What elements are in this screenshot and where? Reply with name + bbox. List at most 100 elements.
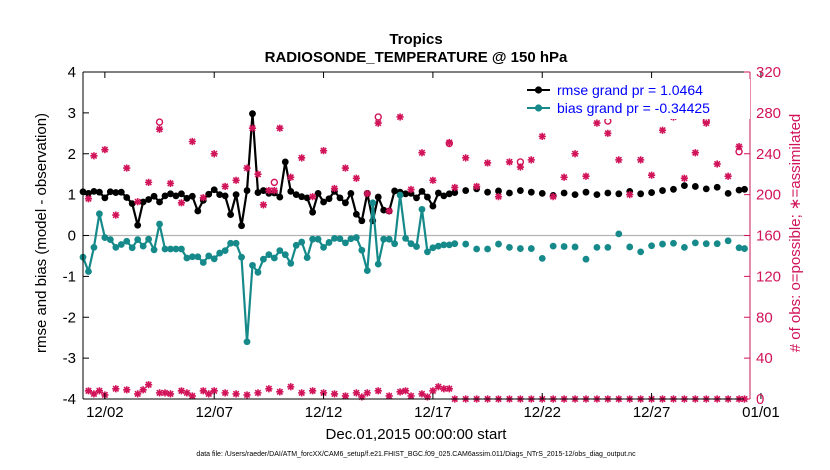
rmse-point-93 bbox=[724, 189, 732, 197]
bias-point-20 bbox=[188, 253, 196, 261]
obs_count_low-point-1 bbox=[90, 390, 98, 398]
obs_possible-point-0 bbox=[155, 118, 164, 126]
rmse-point-26 bbox=[221, 192, 229, 200]
obs_assimilated-point-41 bbox=[494, 193, 503, 201]
plot-area: 12/02 12/07 12/12 12/17 12/22 12/27 01/01 -4 -3 -… bbox=[63, 64, 781, 421]
bias-point-28 bbox=[232, 239, 240, 247]
rmse-point-57 bbox=[391, 187, 399, 195]
obs_assimilated-point-19 bbox=[265, 186, 273, 195]
obs_assimilated-point-49 bbox=[582, 172, 590, 180]
obs_assimilated-point-25 bbox=[319, 147, 328, 155]
rmse-point-38 bbox=[287, 187, 295, 195]
bias-point-26 bbox=[221, 247, 229, 255]
obs_count_low-point-20 bbox=[243, 391, 251, 399]
bias-point-86 bbox=[648, 242, 655, 250]
bias-point-2 bbox=[90, 243, 98, 251]
rmse-point-11 bbox=[139, 198, 147, 206]
obs_possible-point-1 bbox=[270, 178, 279, 187]
obs_assimilated-point-24 bbox=[309, 193, 317, 201]
obs_assimilated-point-35 bbox=[429, 176, 437, 184]
x-tick-label-4: 12/22 bbox=[523, 404, 561, 421]
rmse-point-23 bbox=[205, 190, 213, 198]
right-y-tick-label-0: 0 bbox=[756, 391, 764, 408]
obs_count_low-point-2 bbox=[95, 387, 104, 395]
bias-point-21 bbox=[194, 253, 202, 261]
obs_count_low-point-8 bbox=[145, 381, 153, 389]
obs_count_low-point-27 bbox=[319, 389, 328, 397]
bias-point-13 bbox=[150, 246, 158, 254]
obs_assimilated-point-12 bbox=[210, 150, 218, 158]
rmse-point-48 bbox=[342, 199, 349, 207]
rmse-point-55 bbox=[380, 206, 388, 214]
obs_count_low-point-39 bbox=[423, 393, 432, 401]
obs_assimilated-point-8 bbox=[166, 179, 175, 187]
rmse-point-21 bbox=[194, 207, 202, 215]
bias-point-30 bbox=[243, 338, 251, 346]
bias-point-29 bbox=[238, 253, 245, 261]
obs_assimilated-point-51 bbox=[604, 129, 612, 137]
bias-point-70 bbox=[473, 245, 481, 253]
obs_count_low-point-7 bbox=[139, 386, 147, 394]
obs_count_low-point-9 bbox=[155, 389, 164, 397]
bias-point-74 bbox=[516, 245, 524, 252]
legend-rmse-label: rmse grand pr = 1.0464 bbox=[557, 82, 703, 98]
bias-point-43 bbox=[314, 235, 322, 243]
bias-point-84 bbox=[626, 243, 634, 251]
obs_count_low-point-15 bbox=[199, 387, 207, 395]
rmse-point-73 bbox=[506, 189, 513, 197]
obs_assimilated-point-17 bbox=[254, 170, 262, 178]
left-y-tick-label-3: -1 bbox=[63, 268, 76, 285]
obs_assimilated-point-44 bbox=[527, 156, 535, 164]
x-tick-label-5: 12/27 bbox=[633, 404, 671, 421]
rmse-point-95 bbox=[741, 185, 748, 193]
rmse-point-19 bbox=[183, 194, 191, 202]
obs_assimilated-point-23 bbox=[298, 154, 306, 162]
bias-point-27 bbox=[227, 239, 235, 247]
bias-point-87 bbox=[659, 240, 666, 248]
bias-point-63 bbox=[424, 248, 431, 256]
obs_count_low-point-19 bbox=[232, 390, 240, 398]
bias-point-48 bbox=[342, 239, 349, 247]
rmse-line bbox=[82, 112, 450, 227]
left-y-tick-label-2: -2 bbox=[63, 309, 76, 326]
bias-point-3 bbox=[96, 210, 103, 218]
obs_assimilated-point-36 bbox=[445, 138, 453, 147]
bias-point-19 bbox=[183, 254, 191, 262]
rmse-point-69 bbox=[462, 187, 470, 194]
bias-point-55 bbox=[380, 235, 388, 243]
obs_count_low-point-18 bbox=[221, 389, 229, 397]
rmse-point-50 bbox=[352, 210, 360, 218]
bias-point-90 bbox=[691, 239, 699, 247]
bias-point-24 bbox=[210, 255, 218, 263]
rmse-point-25 bbox=[216, 191, 224, 199]
right-y-tick-label-6: 240 bbox=[756, 146, 781, 163]
obs_count_low-point-25 bbox=[298, 389, 306, 397]
bias-point-14 bbox=[156, 220, 163, 228]
rmse-point-40 bbox=[298, 193, 306, 201]
rmse-point-24 bbox=[210, 186, 218, 194]
rmse-point-83 bbox=[615, 190, 623, 198]
right-y-axis-label: # of obs: o=possible; ∗=assimilated bbox=[787, 114, 804, 353]
obs_assimilated-point-18 bbox=[259, 201, 268, 209]
bias-point-91 bbox=[702, 240, 710, 248]
obs_assimilated-point-0 bbox=[84, 195, 93, 203]
obs_assimilated-point-37 bbox=[451, 183, 459, 192]
left-y-tick-label-1: -3 bbox=[63, 350, 76, 367]
obs_assimilated-point-54 bbox=[637, 156, 645, 164]
bias-point-25 bbox=[216, 249, 224, 257]
bias-point-18 bbox=[178, 245, 185, 253]
bias-point-53 bbox=[369, 199, 377, 207]
rmse-point-13 bbox=[150, 192, 158, 200]
obs_count_low-point-43 bbox=[445, 385, 453, 393]
rmse-point-6 bbox=[112, 189, 120, 196]
chart-title: Tropics bbox=[389, 31, 442, 48]
obs_assimilated-point-21 bbox=[276, 124, 284, 132]
bias-point-93 bbox=[724, 237, 732, 245]
rmse-point-92 bbox=[713, 183, 721, 191]
obs_assimilated-point-13 bbox=[221, 182, 229, 191]
bias-point-44 bbox=[320, 243, 327, 251]
bias-point-9 bbox=[128, 244, 136, 252]
bias-point-32 bbox=[254, 268, 262, 276]
obs_count_low-point-31 bbox=[358, 393, 366, 401]
